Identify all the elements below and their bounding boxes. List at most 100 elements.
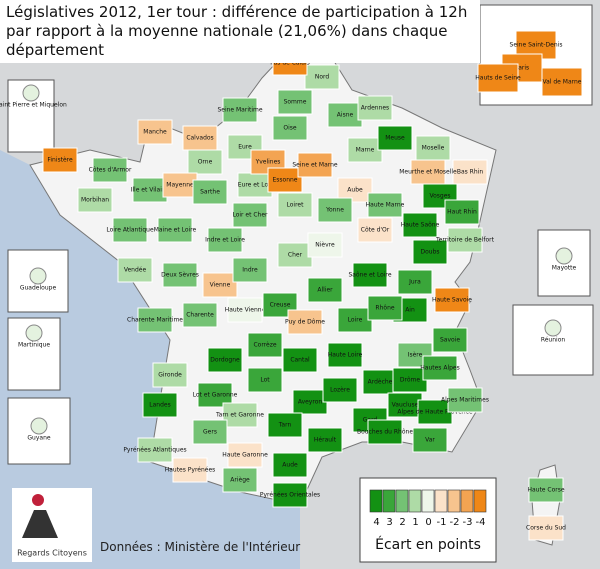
department — [367, 295, 403, 321]
legend-label: 0 — [425, 517, 431, 528]
department-label: Manche — [143, 129, 167, 136]
legend-swatch — [447, 489, 461, 513]
territory — [22, 84, 40, 102]
legend-label: 1 — [412, 517, 418, 528]
department-label: Sarthe — [200, 189, 220, 196]
department-label: Aude — [282, 462, 298, 469]
department — [352, 262, 388, 288]
department — [410, 159, 446, 185]
department-label: Maine et Loire — [154, 227, 197, 234]
sea — [0, 150, 300, 569]
department-label: Seine Maritime — [217, 107, 262, 114]
inset-box — [7, 397, 71, 465]
department-label: Gers — [203, 429, 217, 436]
map-title: Législatives 2012, 1er tour : différence… — [0, 0, 480, 63]
territory-label: Mayotte — [552, 265, 577, 272]
department — [137, 307, 173, 333]
department-label: Vosges — [429, 193, 450, 200]
department — [227, 442, 263, 468]
department-label: Indre et Loire — [205, 237, 245, 244]
department — [297, 152, 333, 178]
department — [132, 177, 168, 203]
territory — [29, 267, 47, 285]
legend-swatch — [395, 489, 409, 513]
department — [192, 419, 228, 445]
legend-swatch — [408, 489, 422, 513]
department-label: Pyrénées Atlantiques — [123, 447, 186, 454]
department — [447, 387, 483, 413]
department-label: Indre — [242, 267, 258, 274]
department — [357, 95, 393, 121]
territory-label: Réunion — [541, 337, 566, 344]
department-label: Saône et Loire — [348, 272, 391, 279]
department-label: Aube — [347, 187, 363, 194]
department-label: Charente Maritime — [127, 317, 183, 324]
department-label: Seine et Marne — [292, 162, 338, 169]
department-label: Alpes de Haute Provence — [397, 409, 473, 416]
department-label: Savoie — [440, 337, 460, 344]
department-label: Nord — [315, 74, 330, 81]
department — [227, 297, 263, 323]
department-label: Eure et Loir — [238, 182, 273, 189]
department — [402, 212, 438, 238]
department — [202, 272, 238, 298]
department — [247, 367, 283, 393]
department — [232, 257, 268, 283]
legend-swatch — [369, 489, 383, 513]
department-label: Ariège — [230, 477, 250, 484]
department-label: Drôme — [400, 377, 420, 384]
department — [287, 309, 323, 335]
territory-label: Guyane — [27, 435, 50, 442]
department — [277, 242, 313, 268]
department-label: Ille et Vilaine — [131, 187, 170, 194]
department — [432, 327, 468, 353]
department — [444, 199, 480, 225]
department-label: Pas de Calais — [270, 60, 309, 67]
department-label: Haute Marne — [366, 202, 405, 209]
legend-swatch — [421, 489, 435, 513]
department-label: Tarn et Garonne — [215, 412, 264, 419]
department-label: Gironde — [158, 372, 182, 379]
department-label: Aisne — [337, 112, 354, 119]
department — [192, 179, 228, 205]
department-label: Haute Garonne — [222, 452, 268, 459]
department — [434, 287, 470, 313]
department — [377, 125, 413, 151]
department — [282, 347, 318, 373]
department — [152, 362, 188, 388]
department-label: Doubs — [420, 249, 439, 256]
department-label: Lozère — [330, 387, 350, 394]
department-label: Territoire de Belfort — [435, 237, 495, 244]
department — [528, 477, 564, 503]
department-label: Dordogne — [210, 357, 240, 364]
department-label: Ardennes — [361, 105, 389, 112]
department-label: Nièvre — [315, 242, 335, 249]
department — [367, 419, 403, 445]
department — [422, 355, 458, 381]
department — [272, 482, 308, 508]
department-label: Côte d'Or — [361, 227, 390, 234]
department-label: Ain — [405, 307, 415, 314]
department-label: Hérault — [314, 437, 337, 444]
department — [307, 277, 343, 303]
department — [307, 232, 343, 258]
department — [157, 217, 193, 243]
department-label: Cantal — [290, 357, 310, 364]
department — [327, 342, 363, 368]
department — [42, 147, 78, 173]
legend-swatch — [473, 489, 487, 513]
territory — [544, 319, 562, 337]
department — [337, 307, 373, 333]
department-label: Isère — [408, 352, 423, 359]
territory — [25, 324, 43, 342]
department — [267, 167, 303, 193]
department-label: Haute Savoie — [432, 297, 472, 304]
department-label: Corrèze — [253, 342, 276, 349]
department-label: Seine Saint-Denis — [510, 42, 563, 49]
department-label: Yvelines — [255, 159, 281, 166]
department-label: Yonne — [325, 207, 344, 214]
inset-box — [512, 304, 594, 376]
department-label: Eure — [238, 144, 252, 151]
department — [477, 63, 519, 93]
